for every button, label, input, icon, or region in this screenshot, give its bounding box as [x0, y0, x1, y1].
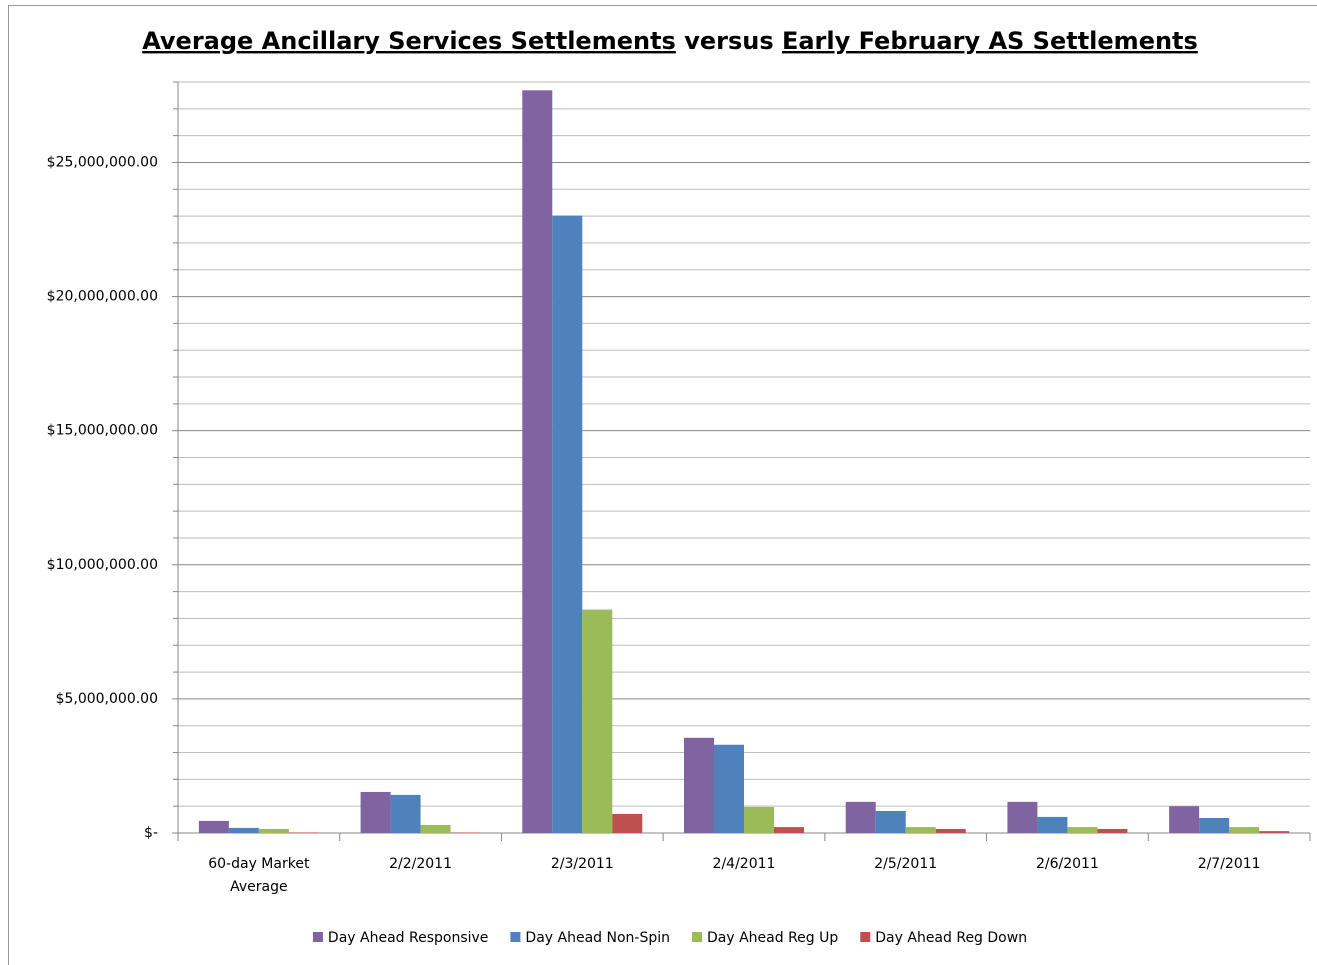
- bar: [684, 737, 714, 833]
- title-part: versus: [684, 27, 773, 55]
- title-part: Average Ancillary Services Settlements: [142, 27, 676, 55]
- bar: [774, 827, 804, 833]
- bar: [845, 801, 876, 833]
- y-tick-label: $25,000,000.00: [47, 154, 158, 170]
- bar: [612, 813, 643, 833]
- y-tick-label: $20,000,000.00: [47, 289, 158, 305]
- y-tick-label: $15,000,000.00: [47, 423, 158, 439]
- title-part: Early February AS Settlements: [782, 27, 1198, 55]
- bar: [744, 806, 774, 833]
- legend-swatch: [510, 932, 521, 942]
- bar: [552, 215, 583, 834]
- x-tick-label: 2/6/2011: [1035, 856, 1099, 872]
- bar: [228, 827, 259, 833]
- bar: [1199, 817, 1230, 833]
- y-tick-label: $5,000,000.00: [56, 691, 158, 707]
- y-tick-label: $-: [144, 825, 158, 841]
- legend-swatch: [860, 932, 871, 942]
- bar: [935, 828, 966, 833]
- bar: [582, 609, 613, 833]
- bar: [522, 90, 553, 834]
- bar: [1169, 806, 1200, 833]
- bar: [198, 820, 229, 833]
- bar: [1229, 827, 1260, 833]
- x-tick-label: 2/7/2011: [1197, 856, 1261, 872]
- bar: [1097, 828, 1128, 833]
- x-tick-label: 2/3/2011: [550, 856, 614, 872]
- x-tick-label: 2/5/2011: [874, 856, 938, 872]
- legend-label: Day Ahead Reg Up: [707, 930, 838, 946]
- bar: [1067, 827, 1098, 833]
- legend-label: Day Ahead Responsive: [328, 930, 489, 946]
- bar: [1007, 801, 1038, 833]
- x-tick-label: 2/2/2011: [389, 856, 452, 872]
- legend-label: Day Ahead Reg Down: [875, 930, 1027, 946]
- bar: [714, 744, 744, 833]
- x-tick-label: 2/4/2011: [712, 856, 776, 872]
- bar: [390, 794, 421, 833]
- bar: [450, 832, 481, 833]
- bar: [905, 827, 936, 833]
- legend-label: Day Ahead Non-Spin: [525, 930, 670, 946]
- x-tick-label: 60-day Market Average: [208, 856, 310, 895]
- bar: [420, 824, 451, 833]
- bar: [1259, 831, 1290, 833]
- chart-title: Average Ancillary Services Settlements v…: [142, 27, 1198, 55]
- legend-swatch: [312, 932, 323, 942]
- legend: Day Ahead Responsive Day Ahead Non-Spin Da…: [312, 930, 1027, 946]
- legend-swatch: [692, 932, 703, 942]
- bar: [875, 811, 906, 833]
- bar: [258, 828, 289, 833]
- bar: [1037, 816, 1068, 833]
- bar: [288, 832, 319, 833]
- chart-border: [8, 5, 1317, 965]
- bar: [360, 791, 391, 833]
- y-tick-label: $10,000,000.00: [47, 557, 158, 573]
